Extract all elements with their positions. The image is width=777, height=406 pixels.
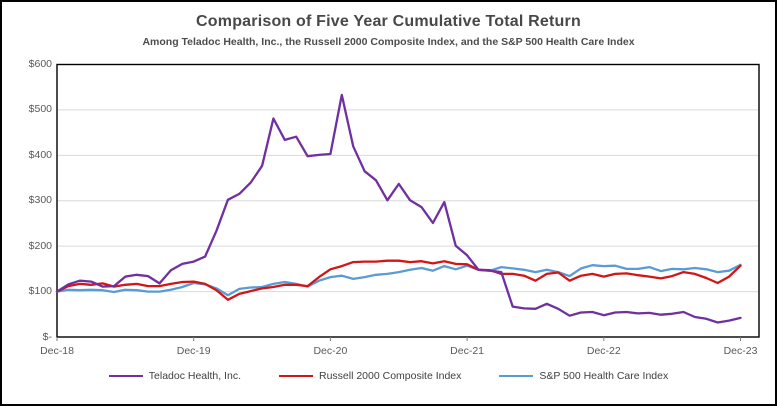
plot-border — [56, 63, 760, 338]
x-axis-label: Dec-22 — [586, 345, 621, 357]
series-line — [55, 93, 742, 324]
legend-item: S&P 500 Health Care Index — [499, 370, 668, 382]
y-axis-label: $500 — [28, 103, 52, 116]
y-axis-label: $- — [42, 330, 52, 343]
legend-line-swatch — [108, 375, 143, 377]
x-axis-label: Dec-23 — [723, 345, 758, 357]
x-axis-label: Dec-18 — [40, 345, 74, 357]
y-axis-label: $300 — [28, 194, 52, 207]
y-axis-label: $200 — [28, 239, 52, 252]
legend-label: S&P 500 Health Care Index — [539, 370, 669, 382]
chart-subtitle: Among Teladoc Health, Inc., the Russell … — [142, 36, 635, 48]
y-axis-label: $100 — [28, 285, 52, 298]
series-line — [55, 259, 742, 301]
x-axis-label: Dec-19 — [176, 345, 211, 357]
x-axis-label: Dec-21 — [450, 345, 485, 357]
legend-label: Teladoc Health, Inc. — [148, 370, 241, 382]
y-axis-label: $600 — [28, 58, 52, 70]
legend-line-swatch — [499, 375, 534, 377]
x-axis-label: Dec-20 — [313, 345, 348, 357]
legend-item: Russell 2000 Composite Index — [278, 370, 462, 382]
chart-legend: Teladoc Health, Inc. Russell 2000 Composi… — [0, 370, 777, 382]
legend-item: Teladoc Health, Inc. — [108, 370, 241, 382]
legend-label: Russell 2000 Composite Index — [318, 370, 462, 382]
chart-title: Comparison of Five Year Cumulative Total… — [196, 13, 581, 30]
legend-line-swatch — [278, 375, 313, 377]
series-line — [55, 263, 742, 297]
y-axis-label: $400 — [28, 148, 52, 161]
